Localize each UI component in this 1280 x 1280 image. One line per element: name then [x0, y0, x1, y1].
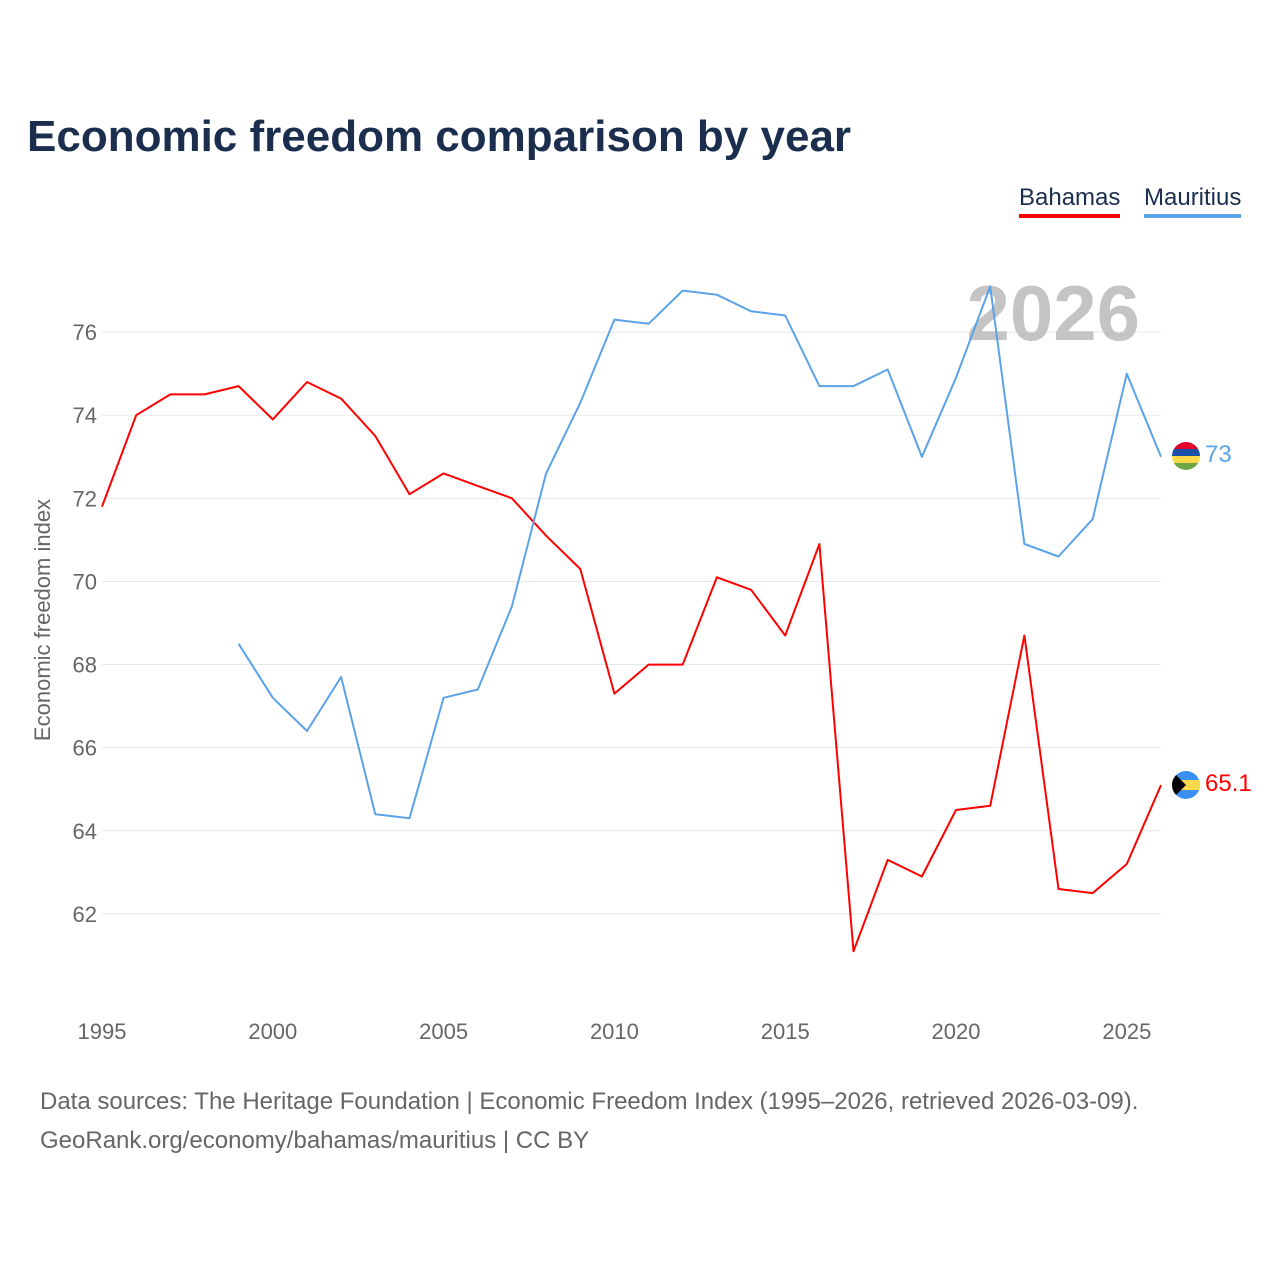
- footer-link[interactable]: GeoRank.org/economy/bahamas/mauritius | …: [40, 1127, 590, 1154]
- x-tick-label: 2025: [1102, 1019, 1151, 1044]
- x-tick-label: 2010: [590, 1019, 639, 1044]
- legend-bahamas[interactable]: Bahamas: [1019, 184, 1121, 218]
- x-tick-label: 2020: [932, 1019, 981, 1044]
- legend-mauritius[interactable]: Mauritius: [1144, 184, 1242, 218]
- y-tick-label: 66: [73, 736, 97, 761]
- series-line-mauritius: [237, 285, 1162, 820]
- mauritius-flag-icon: [1172, 442, 1200, 470]
- y-tick-label: 74: [73, 403, 97, 428]
- y-tick-label: 72: [73, 486, 97, 511]
- chart-title: Economic freedom comparison by year: [27, 112, 852, 161]
- y-tick-label: 68: [73, 653, 97, 678]
- bahamas-end-label: 65.1: [1205, 770, 1252, 797]
- x-tick-label: 2000: [248, 1019, 297, 1044]
- y-tick-label: 76: [73, 320, 97, 345]
- mauritius-end-label: 73: [1205, 441, 1232, 468]
- x-tick-label: 2015: [761, 1019, 810, 1044]
- y-tick-label: 70: [73, 569, 97, 594]
- bahamas-flag-icon: [1172, 771, 1200, 799]
- y-axis-label: Economic freedom index: [30, 499, 55, 741]
- series-line-bahamas: [101, 381, 1162, 953]
- footer-sources: Data sources: The Heritage Foundation | …: [40, 1088, 1139, 1115]
- x-tick-label: 1995: [78, 1019, 127, 1044]
- year-watermark: 2026: [966, 269, 1140, 357]
- y-tick-label: 62: [73, 902, 97, 927]
- x-tick-label: 2005: [419, 1019, 468, 1044]
- y-tick-label: 64: [73, 819, 97, 844]
